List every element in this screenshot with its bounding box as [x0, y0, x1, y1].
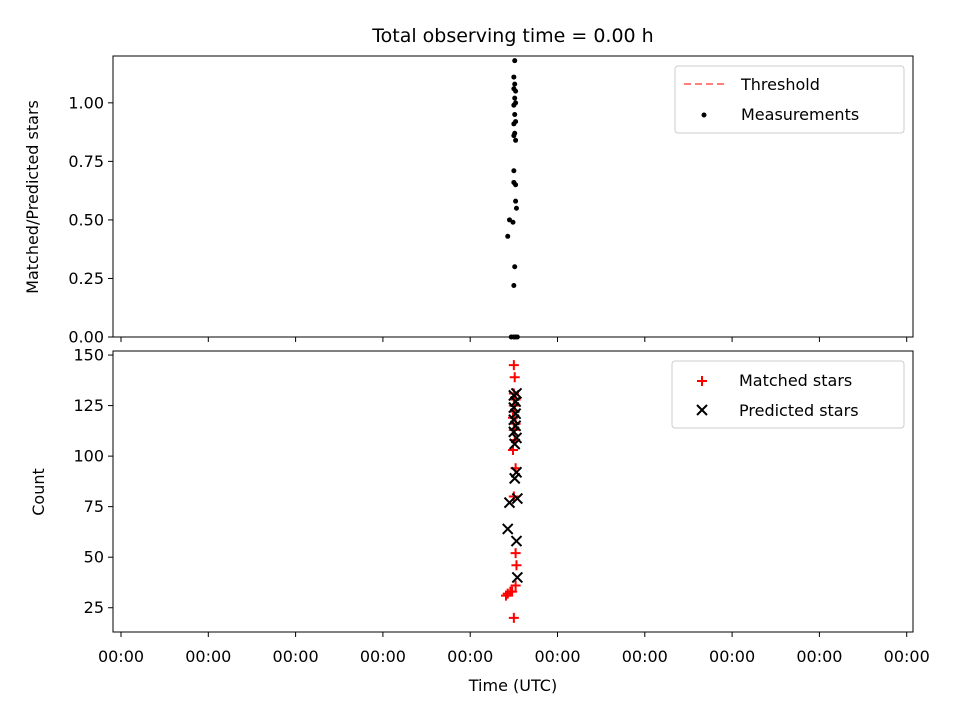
legend-label-threshold: Threshold — [740, 75, 820, 94]
bottom-panel-marks — [500, 360, 524, 623]
predicted-star-point — [510, 466, 523, 479]
x-tick-label: 00:00 — [884, 647, 930, 666]
top-legend-box — [674, 65, 905, 134]
bottom-y-tick-label: 150 — [73, 346, 104, 365]
matched-star-point — [510, 548, 521, 559]
measurement-point — [510, 219, 516, 225]
x-tick-label: 00:00 — [796, 647, 842, 666]
predicted-star-point — [502, 523, 514, 535]
top-panel: 0.00 0.25 0.50 0.75 1.00 Matched/Predicted s… — [23, 55, 914, 347]
predicted-star-point — [510, 535, 523, 547]
top-legend: Threshold Measurements — [674, 65, 905, 134]
top-panel-x-ticks — [120, 337, 908, 342]
measurement-point — [511, 168, 517, 174]
matched-star-point — [511, 560, 522, 571]
legend-label-predicted-stars: Predicted stars — [739, 401, 859, 420]
bottom-panel-x-ticks: 00:00 00:00 00:00 00:00 00:00 00:00 00:00 00:00… — [98, 632, 930, 666]
top-panel-y-ticks: 0.00 0.25 0.50 0.75 1.00 — [68, 93, 113, 347]
matched-star-point — [508, 612, 519, 623]
matched-star-point — [510, 580, 521, 591]
x-tick-label: 00:00 — [185, 647, 231, 666]
matched-star-point — [509, 372, 520, 383]
measurement-point — [512, 264, 518, 270]
bottom-y-tick-label: 125 — [73, 396, 104, 415]
measurement-point — [512, 81, 518, 87]
top-y-tick-label: 0.00 — [68, 328, 104, 347]
measurement-point — [513, 182, 519, 188]
bottom-y-tick-label: 100 — [73, 447, 104, 466]
top-y-tick-label: 0.25 — [68, 269, 104, 288]
predicted-stars-legend-marker — [696, 404, 708, 416]
legend-label-measurements: Measurements — [741, 105, 859, 124]
measurement-point — [505, 233, 511, 239]
bottom-panel-ylabel: Count — [29, 468, 48, 516]
x-tick-label: 00:00 — [709, 647, 755, 666]
bottom-panel-y-ticks: 25 50 75 100 125 150 — [73, 346, 113, 617]
top-panel-ylabel: Matched/Predicted stars — [23, 100, 42, 294]
measurement-point — [512, 95, 518, 101]
matched-stars-legend-marker — [697, 376, 707, 386]
top-y-tick-label: 0.75 — [68, 152, 104, 171]
predicted-star-point — [511, 571, 524, 584]
x-tick-label: 00:00 — [622, 647, 668, 666]
top-y-tick-label: 1.00 — [68, 93, 104, 112]
bottom-legend: Matched stars Predicted stars — [671, 360, 905, 429]
top-panel-marks — [505, 58, 520, 340]
bottom-legend-box — [671, 360, 905, 429]
legend-label-matched-stars: Matched stars — [739, 371, 852, 390]
matched-star-point — [507, 586, 518, 597]
matched-star-point — [508, 491, 519, 502]
predicted-star-point — [511, 492, 524, 505]
x-tick-label: 00:00 — [98, 647, 144, 666]
top-panel-frame — [112, 55, 914, 338]
x-tick-label: 00:00 — [447, 647, 493, 666]
measurement-point — [512, 130, 518, 136]
bottom-y-tick-label: 25 — [84, 598, 104, 617]
measurements-legend-marker — [701, 112, 707, 118]
measurement-point — [511, 86, 517, 92]
measurement-point — [513, 119, 519, 125]
x-axis-label: Time (UTC) — [468, 676, 557, 695]
predicted-star-point — [503, 496, 516, 509]
bottom-y-tick-label: 75 — [84, 497, 104, 516]
measurement-point — [513, 205, 519, 211]
x-tick-label: 00:00 — [273, 647, 319, 666]
x-tick-label: 00:00 — [534, 647, 580, 666]
measurement-point — [512, 112, 518, 118]
measurement-point — [511, 282, 517, 288]
bottom-panel-frame — [112, 350, 914, 633]
measurement-point — [513, 100, 519, 106]
top-y-tick-label: 0.50 — [68, 210, 104, 229]
measurement-point — [512, 58, 518, 64]
chart-title: Total observing time = 0.00 h — [371, 25, 653, 47]
predicted-star-point — [510, 387, 523, 400]
measurement-point — [513, 137, 519, 143]
measurement-point — [513, 198, 519, 204]
bottom-y-tick-label: 50 — [84, 548, 104, 567]
predicted-star-point — [510, 432, 523, 444]
measurement-point — [511, 74, 517, 80]
x-tick-label: 00:00 — [360, 647, 406, 666]
matched-star-point — [508, 360, 519, 371]
